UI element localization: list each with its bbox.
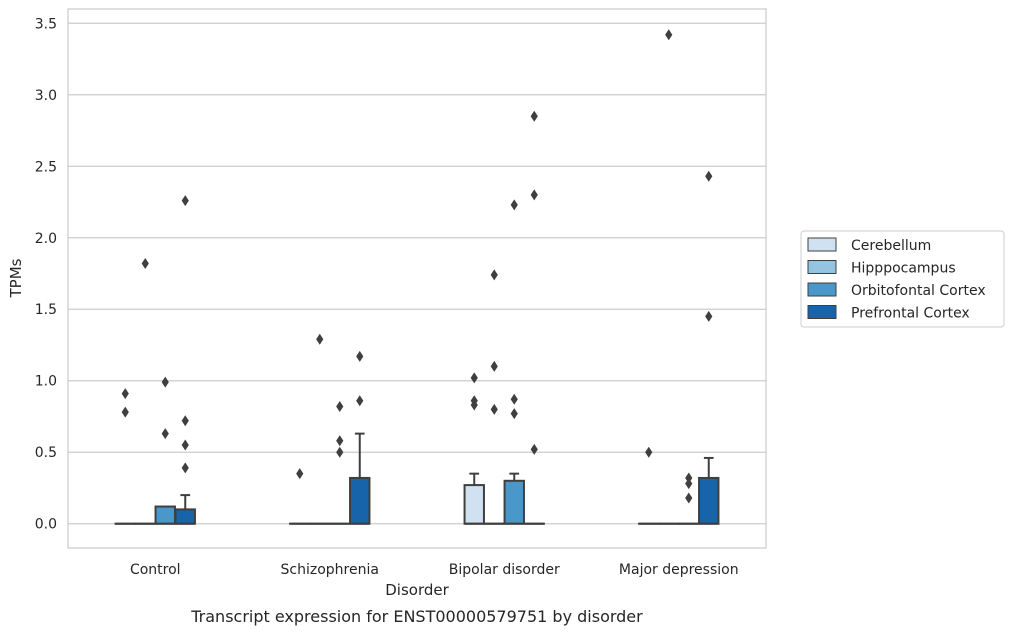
y-tick-label: 2.0 (35, 231, 57, 247)
y-tick-label: 1.5 (35, 302, 57, 318)
outlier-point (356, 350, 364, 362)
outlier-point (181, 415, 189, 427)
legend-swatch (807, 305, 837, 319)
legend-label: Hipppocampus (851, 261, 956, 277)
legend-frame (800, 230, 1005, 328)
outlier-point (665, 29, 673, 41)
outlier-point (510, 393, 518, 405)
outlier-point (510, 408, 518, 420)
x-axis-title: Disorder (385, 581, 449, 599)
outlier-point (181, 439, 189, 451)
outlier-point (121, 406, 129, 418)
y-tick-label: 3.0 (35, 88, 57, 104)
box-orbitofontal-cortex (503, 472, 525, 525)
box-body (503, 479, 525, 525)
legend-label: Prefrontal Cortex (851, 306, 970, 322)
box-body (154, 505, 176, 525)
box-body (174, 508, 196, 525)
box-body (463, 484, 485, 525)
legend-swatch (807, 282, 837, 297)
outlier-point (336, 400, 344, 412)
outlier-point (316, 333, 324, 345)
outlier-point (161, 428, 169, 440)
box-cerebellum (463, 472, 485, 525)
outlier-point (141, 257, 149, 269)
box-body (698, 476, 720, 525)
outlier-point (181, 195, 189, 207)
y-tick-label: 0.5 (35, 445, 57, 461)
outlier-point (705, 170, 713, 182)
outlier-point (705, 310, 713, 322)
y-tick-labels: 0.0 0.5 1.0 1.5 2.0 2.5 3.0 3.5 (35, 16, 57, 532)
plot-frame (67, 8, 767, 549)
outlier-point (470, 399, 478, 411)
outlier-point (490, 360, 498, 372)
box-orbitofontal-cortex (154, 505, 176, 525)
outlier-point (336, 446, 344, 458)
outlier-point (510, 199, 518, 211)
outlier-point (490, 269, 498, 281)
legend: Cerebellum Hipppocampus Orbitofontal Corte… (800, 230, 1005, 328)
legend-label: Orbitofontal Cortex (851, 283, 986, 299)
figure-caption: Transcript expression for ENST0000057975… (190, 607, 643, 626)
grid-lines (68, 22, 766, 525)
outlier-point (121, 388, 129, 400)
x-tick-label: Control (130, 562, 181, 578)
y-axis-title: TPMs (7, 258, 25, 298)
x-tick-label: Major depression (619, 562, 739, 578)
y-tick-label: 2.5 (35, 159, 57, 175)
outlier-point (490, 403, 498, 415)
outlier-point (356, 395, 364, 407)
outlier-point (685, 478, 693, 490)
outlier-point (530, 443, 538, 455)
box-prefrontal-cortex (349, 432, 371, 525)
outlier-point (645, 446, 653, 458)
outlier-point (181, 462, 189, 474)
legend-swatch (807, 237, 837, 252)
box-body (349, 476, 371, 525)
legend-label: Cerebellum (851, 238, 931, 254)
x-tick-label: Bipolar disorder (449, 562, 560, 578)
outlier-point (530, 110, 538, 122)
x-tick-label: Schizophrenia (281, 562, 379, 578)
y-tick-label: 3.5 (35, 16, 57, 32)
box-groups (114, 432, 720, 525)
y-tick-label: 1.0 (35, 374, 57, 390)
outlier-point (161, 376, 169, 388)
outlier-point (685, 492, 693, 504)
x-tick-labels: Control Schizophrenia Bipolar disorder Majo… (130, 562, 739, 578)
outlier-point (530, 189, 538, 201)
outlier-point (685, 472, 693, 484)
outlier-point (296, 468, 304, 480)
legend-swatch (807, 260, 837, 274)
box-prefrontal-cortex (698, 456, 720, 525)
outlier-points (121, 29, 713, 504)
box-prefrontal-cortex (174, 494, 196, 525)
outlier-point (336, 435, 344, 447)
y-tick-label: 0.0 (35, 517, 57, 533)
outlier-point (470, 372, 478, 384)
